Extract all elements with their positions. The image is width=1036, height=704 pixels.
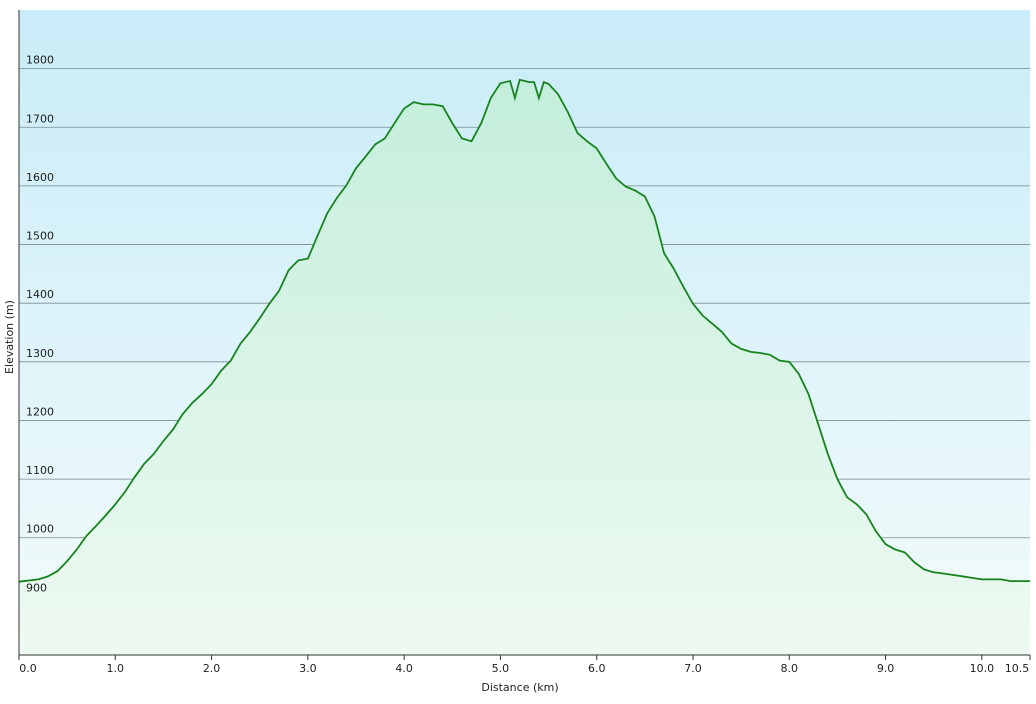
- y-tick-label: 1500: [26, 230, 54, 243]
- x-tick-label: 4.0: [395, 662, 413, 675]
- x-tick-label: 6.0: [588, 662, 606, 675]
- x-tick-label: 10.0: [970, 662, 995, 675]
- x-tick-label: 7.0: [684, 662, 702, 675]
- y-axis-label: Elevation (m): [3, 300, 16, 374]
- x-tick-label: 0.0: [19, 662, 37, 675]
- y-tick-label: 1000: [26, 523, 54, 536]
- y-tick-label: 1600: [26, 171, 54, 184]
- y-tick-label: 1400: [26, 288, 54, 301]
- y-tick-label: 1200: [26, 405, 54, 418]
- y-tick-label: 1300: [26, 347, 54, 360]
- x-tick-label: 8.0: [781, 662, 799, 675]
- x-tick-label: 3.0: [299, 662, 317, 675]
- x-tick-label: 5.0: [492, 662, 510, 675]
- line: [18, 78, 1030, 583]
- y-tick-label: 1700: [26, 112, 54, 125]
- y-tick-label: 1800: [26, 54, 54, 67]
- x-tick-label: 1.0: [107, 662, 125, 675]
- x-tick-label: 2.0: [203, 662, 221, 675]
- x-tick-label: 9.0: [877, 662, 895, 675]
- x-axis-label: Distance (km): [481, 681, 558, 694]
- area: [19, 79, 1030, 656]
- x-tick-label: 10.5: [1005, 662, 1030, 675]
- y-tick-label: 900: [26, 581, 47, 594]
- y-tick-label: 1100: [26, 464, 54, 477]
